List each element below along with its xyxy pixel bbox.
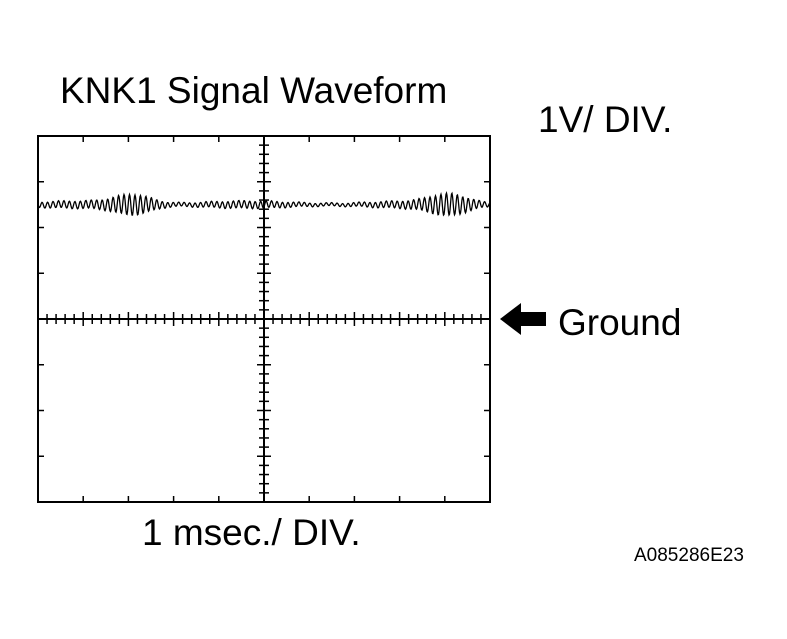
time-scale-label: 1 msec./ DIV. (142, 512, 361, 553)
figure-title: KNK1 Signal Waveform (60, 70, 448, 111)
scope-graticule (38, 136, 490, 502)
vertical-scale-label: 1V/ DIV. (538, 99, 673, 140)
ground-label: Ground (558, 302, 682, 343)
knock-signal-trace (37, 190, 491, 217)
left-arrow-icon (500, 303, 546, 335)
figure-code: A085286E23 (634, 545, 744, 566)
